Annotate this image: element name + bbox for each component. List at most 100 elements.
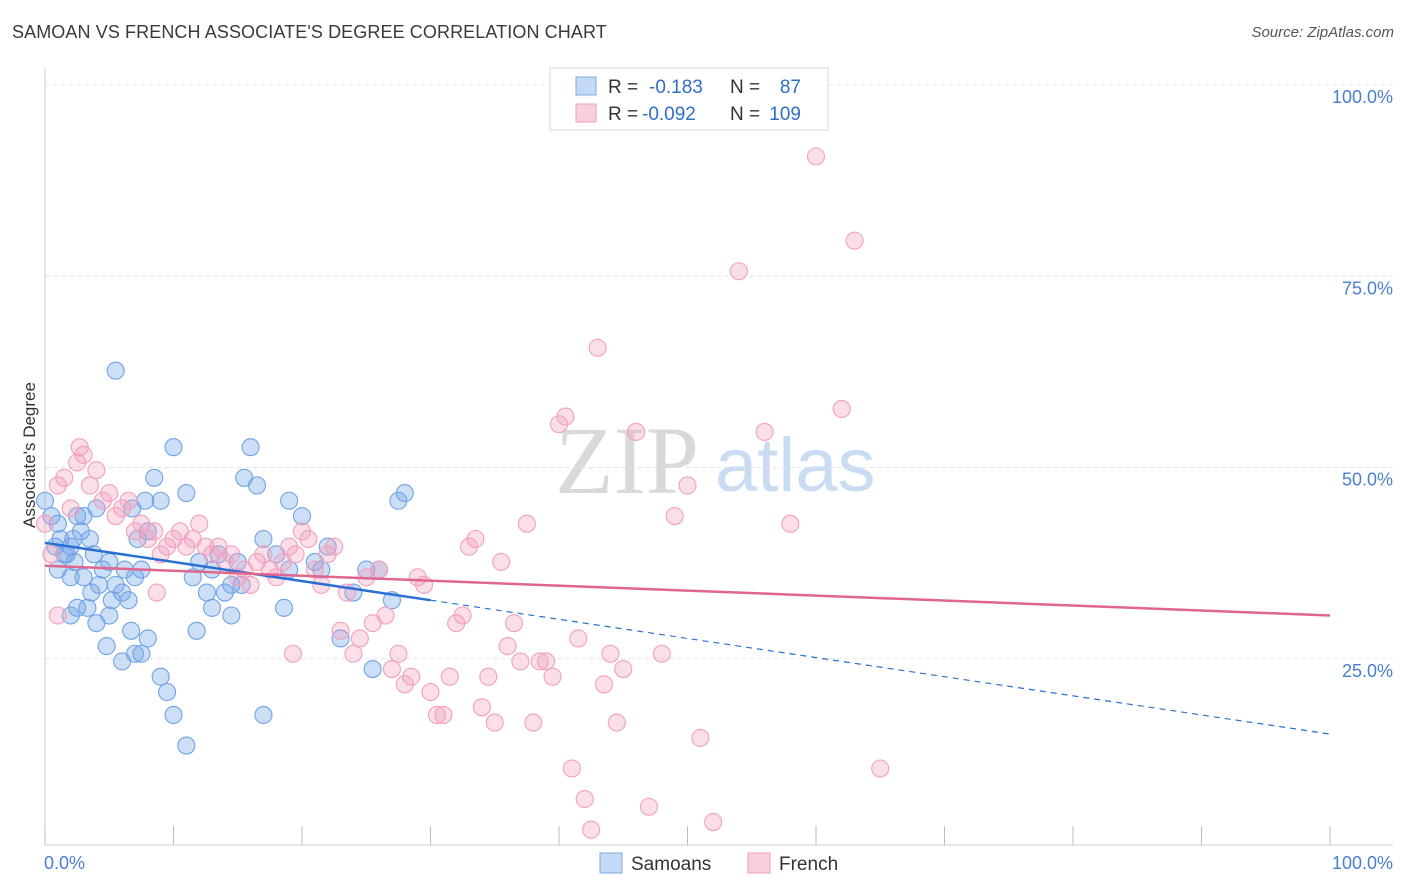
french-point: [704, 812, 723, 832]
bottom-legend: Samoans French: [599, 852, 838, 875]
french-point: [222, 545, 241, 564]
legend-n-label-samoans: N =: [730, 77, 760, 98]
french-point: [190, 514, 209, 533]
samoans-point: [177, 736, 196, 755]
french-point: [498, 637, 517, 656]
french-point: [453, 606, 472, 625]
french-point: [601, 644, 620, 663]
french-point: [781, 514, 800, 533]
french-point: [196, 537, 215, 556]
french-point: [614, 659, 633, 679]
french-point: [68, 453, 87, 472]
french-point: [93, 491, 112, 510]
french-point: [627, 422, 646, 441]
chart-source: Source: ZipAtlas.com: [1251, 24, 1394, 41]
french-point: [466, 529, 485, 549]
french-point: [447, 614, 466, 633]
samoans-point: [138, 629, 157, 648]
french-point: [80, 476, 100, 495]
samoans-point: [164, 438, 183, 457]
french-point: [254, 545, 273, 564]
french-point: [389, 644, 408, 663]
legend-r-value-samoans: -0.183: [649, 77, 703, 98]
samoans-point: [48, 514, 67, 533]
french-point: [427, 705, 446, 725]
samoans-point: [177, 484, 196, 503]
french-point: [530, 652, 549, 671]
samoans-point: [247, 476, 267, 495]
samoans-point: [136, 491, 155, 510]
french-point: [370, 560, 389, 579]
legend-n-label-french: N =: [730, 104, 760, 125]
y-tick-labels: 25.0% 50.0% 75.0% 100.0%: [1332, 87, 1393, 681]
french-point: [350, 629, 369, 648]
legend-r-value-french: -0.092: [642, 104, 696, 125]
samoans-point: [389, 491, 408, 510]
french-point: [100, 484, 119, 503]
french-point: [607, 713, 626, 732]
y-tick-label: 25.0%: [1342, 661, 1393, 681]
x-tick-max: 100.0%: [1332, 853, 1393, 873]
french-point: [305, 560, 324, 579]
samoans-point: [138, 522, 157, 541]
french-point: [472, 698, 491, 717]
samoans-point: [80, 529, 100, 549]
french-point: [344, 644, 363, 663]
french-point: [588, 338, 607, 357]
legend-swatch-french: [575, 103, 597, 123]
french-point: [678, 476, 697, 495]
french-point: [511, 652, 530, 671]
legend-r-label-samoans: R =: [608, 77, 638, 98]
french-point: [871, 759, 890, 778]
french-trend-line: [44, 564, 1331, 617]
french-point: [492, 552, 511, 572]
french-point: [806, 147, 826, 166]
y-tick-label: 100.0%: [1332, 87, 1393, 107]
samoans-point: [254, 705, 273, 725]
french-point: [299, 529, 318, 549]
french-point: [421, 682, 440, 702]
bottom-legend-french: French: [779, 854, 838, 875]
legend-box: R = -0.183 N = 87 R = -0.092 N = 109: [549, 67, 829, 131]
samoans-point: [331, 629, 350, 648]
french-point: [138, 529, 157, 549]
french-point: [504, 614, 524, 633]
french-point: [292, 522, 312, 541]
y-axis-label: Associate's Degree: [20, 382, 39, 528]
french-point: [376, 606, 395, 625]
samoans-point: [100, 606, 119, 625]
samoans-point: [97, 637, 116, 656]
samoans-point: [363, 659, 382, 679]
french-point: [556, 407, 575, 426]
french-point: [106, 506, 125, 526]
french-point: [440, 667, 459, 686]
bottom-legend-samoans: Samoans: [631, 854, 711, 875]
french-point: [479, 667, 498, 686]
samoans-point: [164, 705, 183, 725]
french-point: [639, 797, 659, 816]
french-point: [549, 415, 569, 434]
samoans-point: [274, 598, 294, 617]
french-point: [575, 790, 594, 809]
french-point: [459, 537, 479, 556]
french-point: [729, 262, 748, 281]
french-point: [569, 629, 588, 648]
french-point: [845, 231, 864, 250]
samoans-point: [254, 529, 273, 549]
french-point: [755, 422, 774, 441]
samoans-point: [145, 468, 164, 487]
french-point: [55, 468, 74, 487]
samoans-point: [68, 506, 87, 526]
french-point: [48, 476, 67, 495]
axes: [44, 68, 1393, 846]
french-point: [652, 644, 671, 663]
french-point: [35, 514, 55, 533]
samoans-point: [82, 583, 101, 602]
french-point: [70, 438, 89, 457]
chart-title: SAMOAN VS FRENCH ASSOCIATE'S DEGREE CORR…: [12, 22, 607, 42]
samoans-point: [197, 583, 216, 602]
samoans-point: [318, 537, 337, 556]
y-tick-label: 75.0%: [1342, 278, 1393, 298]
samoans-point: [187, 621, 206, 640]
french-point: [485, 713, 504, 732]
